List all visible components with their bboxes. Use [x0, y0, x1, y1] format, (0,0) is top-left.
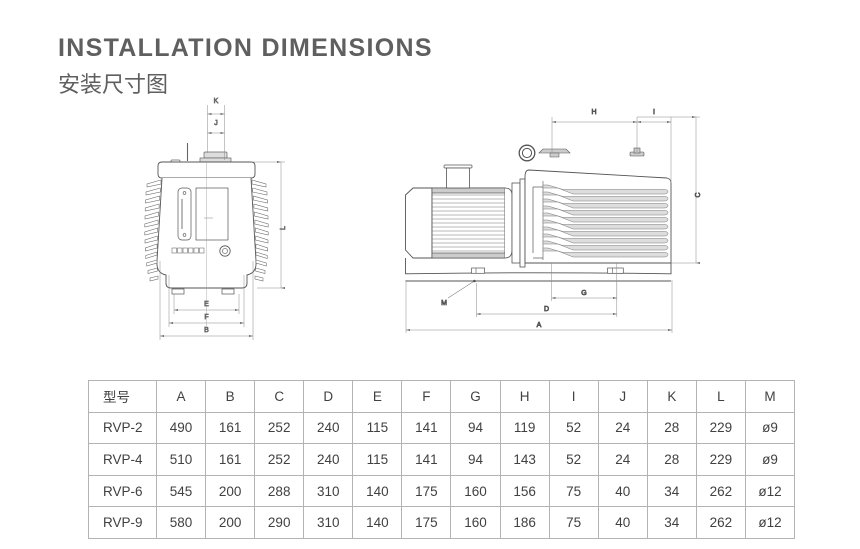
svg-text:L: L [280, 226, 287, 230]
svg-text:E: E [204, 301, 209, 308]
svg-text:C: C [695, 192, 702, 197]
svg-text:M: M [441, 300, 447, 307]
svg-text:D: D [544, 306, 549, 313]
svg-text:A: A [537, 322, 542, 329]
svg-text:H: H [591, 109, 596, 116]
svg-text:G: G [581, 290, 586, 297]
svg-text:J: J [214, 120, 218, 127]
svg-text:F: F [204, 314, 208, 321]
svg-text:I: I [653, 109, 655, 116]
svg-text:B: B [204, 327, 209, 334]
svg-text:K: K [214, 98, 219, 105]
